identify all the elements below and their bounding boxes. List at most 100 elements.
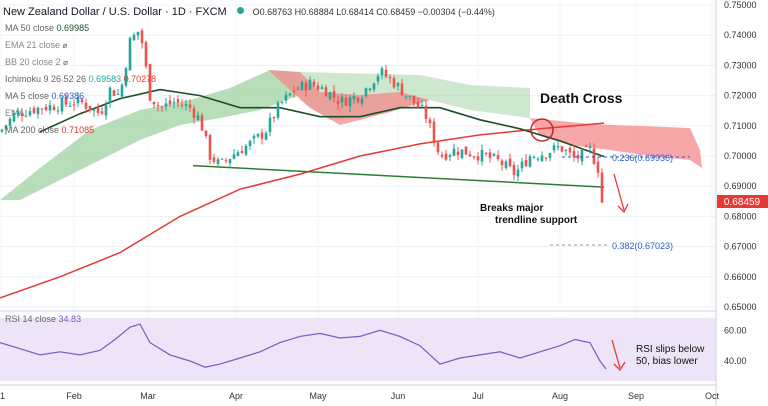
price-tick-label: 0.72000 xyxy=(724,91,757,101)
candle-body xyxy=(112,90,116,96)
candle-body xyxy=(180,104,184,106)
candle-body xyxy=(572,150,576,158)
candle-body xyxy=(264,132,268,140)
candle-body xyxy=(500,160,504,166)
chart-header: New Zealand Dollar / U.S. Dollar · 1D · … xyxy=(3,2,495,20)
candle-body xyxy=(308,79,312,90)
time-tick-label: Oct xyxy=(705,391,720,401)
candle-body xyxy=(432,121,436,144)
rsi-band xyxy=(0,318,716,381)
candle-body xyxy=(532,156,536,158)
candle-body xyxy=(48,104,52,111)
candle-body xyxy=(32,108,36,114)
candle-body xyxy=(256,133,260,137)
candle-body xyxy=(528,156,532,167)
candle-body xyxy=(488,152,492,158)
time-tick-label: Aug xyxy=(552,391,568,401)
candle-body xyxy=(392,78,396,88)
down-arrow xyxy=(613,173,625,211)
candle-body xyxy=(480,149,484,162)
rsi-legend[interactable]: RSI 14 close 34.83 xyxy=(5,314,82,324)
legend-ema[interactable]: EMA xyxy=(5,108,25,118)
candle-body xyxy=(384,69,388,77)
candle-body xyxy=(328,92,332,99)
ohlc-readout: O0.68763 H0.68884 L0.68414 C0.68459 −0.0… xyxy=(252,7,495,17)
candle-body xyxy=(236,152,240,156)
candle-body xyxy=(272,117,276,119)
candle-body xyxy=(348,97,352,107)
candle-body xyxy=(208,135,212,160)
candle-body xyxy=(84,102,88,109)
death-cross-circle xyxy=(530,118,554,142)
price-tick-label: 0.69000 xyxy=(724,181,757,191)
candle-body xyxy=(404,95,408,97)
candle-body xyxy=(92,109,96,111)
candle-body xyxy=(448,155,452,157)
candle-body xyxy=(344,97,348,106)
legend-ma5[interactable]: MA 5 close 0.69386 xyxy=(5,91,85,101)
rsi-line xyxy=(0,323,607,370)
candle-body xyxy=(116,93,120,95)
candle-body xyxy=(496,155,500,160)
candle-body xyxy=(464,146,468,155)
candle-body xyxy=(164,103,168,107)
trendline-note: Breaks major trendline support xyxy=(480,203,578,226)
candle-body xyxy=(512,164,516,176)
candle-body xyxy=(388,77,392,79)
hidden-eye-icon[interactable]: ⌀ xyxy=(62,41,68,50)
candle-body xyxy=(396,83,400,87)
candle-body xyxy=(568,147,572,153)
candle-body xyxy=(284,94,288,101)
candle-body xyxy=(200,115,204,131)
candle-body xyxy=(312,81,316,86)
candle-body xyxy=(244,145,248,155)
candle-body xyxy=(408,95,412,97)
price-tick-label: 0.65000 xyxy=(724,302,757,312)
candle-body xyxy=(576,155,580,159)
candle-body xyxy=(204,130,208,136)
candle-body xyxy=(96,106,100,114)
support-trendline xyxy=(192,164,605,188)
candle-body xyxy=(412,95,416,104)
candlesticks xyxy=(0,28,604,204)
candle-body xyxy=(64,96,68,105)
candle-body xyxy=(20,113,24,116)
candle-body xyxy=(332,91,336,98)
candle-body xyxy=(12,113,16,122)
price-tick-label: 0.73000 xyxy=(724,60,757,70)
candle-body xyxy=(56,110,60,112)
candle-body xyxy=(372,83,376,90)
candle-body xyxy=(176,99,180,103)
hidden-eye-icon[interactable]: ⌀ xyxy=(63,58,68,67)
legend-ma50[interactable]: MA 50 close 0.69985 xyxy=(5,23,90,33)
candle-body xyxy=(80,99,84,103)
candle-body xyxy=(248,141,252,146)
candle-body xyxy=(504,161,508,169)
legend-ema21[interactable]: EMA 21 close ⌀ xyxy=(5,40,68,50)
candle-body xyxy=(564,150,568,152)
candle-body xyxy=(104,104,108,116)
legend-ma200[interactable]: MA 200 close 0.71085 xyxy=(5,125,95,135)
candle-body xyxy=(444,153,448,160)
time-tick-label: 21 xyxy=(0,391,5,401)
legend-bb20[interactable]: BB 20 close 2 ⌀ xyxy=(5,57,68,67)
candle-body xyxy=(268,117,272,133)
price-tick-label: 0.75000 xyxy=(724,0,757,10)
ma50-line xyxy=(39,88,605,158)
candle-body xyxy=(420,105,424,107)
candle-body xyxy=(172,102,176,104)
last-price-value: 0.68459 xyxy=(724,197,761,208)
candle-body xyxy=(492,153,496,156)
candle-body xyxy=(124,68,128,86)
candle-body xyxy=(240,150,244,154)
candle-body xyxy=(0,129,4,132)
candle-body xyxy=(520,161,524,169)
legend-ichimoku[interactable]: Ichimoku 9 26 52 26 0.69583 0.70278 xyxy=(5,74,157,84)
candle-body xyxy=(196,115,200,121)
candle-body xyxy=(4,125,8,130)
price-axis: 0.75000 0.74000 0.73000 0.72000 0.71000 0.700… xyxy=(724,0,757,312)
candle-body xyxy=(588,146,592,148)
rsi-arrow-head xyxy=(613,361,626,372)
indicator-legend: MA 50 close 0.69985 EMA 21 close ⌀ BB 20… xyxy=(5,20,156,139)
